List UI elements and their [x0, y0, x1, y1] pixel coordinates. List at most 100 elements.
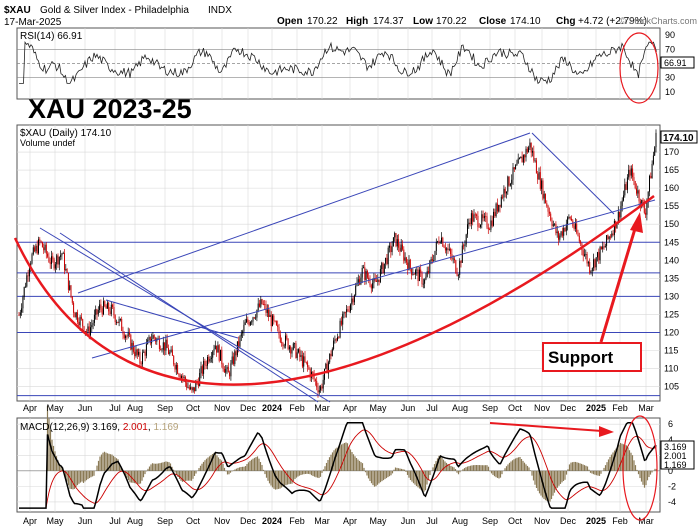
- price-candle-body: [594, 259, 596, 268]
- price-candle-body: [152, 335, 154, 340]
- macd-histogram-bar: [108, 453, 110, 471]
- macd-tick-label: -2: [668, 481, 676, 491]
- macd-histogram-bar: [399, 468, 401, 471]
- macd-histogram-bar: [508, 462, 511, 471]
- price-candle-body: [217, 345, 219, 353]
- price-candle-body: [585, 254, 587, 255]
- price-candle-body: [595, 257, 597, 268]
- macd-histogram-bar: [111, 454, 113, 471]
- support-curve: [13, 195, 655, 386]
- macd-histogram-bar: [192, 470, 194, 479]
- macd-histogram-bar: [244, 466, 247, 471]
- price-candle-body: [525, 148, 527, 158]
- macd-histogram-bar: [439, 455, 442, 471]
- price-tick-label: 155: [664, 201, 679, 211]
- price-candle-body: [252, 317, 254, 322]
- price-candle-body: [503, 188, 505, 198]
- macd-histogram-bar: [226, 470, 229, 475]
- macd-histogram-bar: [589, 470, 592, 473]
- price-candle-body: [118, 319, 120, 323]
- price-candle-body: [91, 325, 93, 328]
- macd-histogram-bar: [411, 470, 413, 482]
- macd-histogram-bar: [220, 460, 223, 471]
- price-candle-body: [634, 180, 636, 189]
- price-candle-body: [326, 363, 328, 374]
- macd-histogram-bar: [255, 457, 257, 471]
- price-candle-body: [465, 234, 467, 245]
- macd-histogram-bar: [586, 466, 589, 471]
- macd-histogram-bar: [202, 461, 205, 471]
- price-candle-body: [569, 216, 571, 219]
- x-tick-label: May: [369, 403, 387, 413]
- macd-histogram-bar: [585, 465, 587, 471]
- price-candle-body: [182, 376, 184, 378]
- price-candle-body: [53, 259, 55, 269]
- price-candle-body: [407, 262, 409, 271]
- price-candle-body: [109, 311, 111, 315]
- price-candle-body: [171, 349, 173, 356]
- price-candle-body: [591, 268, 593, 271]
- price-candle-body: [270, 314, 272, 327]
- macd-histogram-bar: [394, 467, 397, 471]
- macd-histogram-bar: [553, 470, 556, 493]
- macd-histogram-bar: [403, 469, 406, 471]
- price-candle-body: [496, 203, 498, 212]
- price-candle-body: [274, 320, 276, 322]
- price-tick-label: 135: [664, 273, 679, 283]
- macd-histogram-bar: [469, 465, 472, 471]
- price-candle-body: [546, 203, 548, 207]
- price-candle-body: [253, 317, 255, 319]
- macd-histogram-bar: [256, 456, 259, 471]
- price-candle-body: [240, 333, 242, 337]
- price-candle-body: [422, 283, 424, 285]
- price-candle-body: [603, 246, 605, 248]
- macd-histogram-bar: [88, 470, 91, 479]
- price-candle-body: [62, 253, 64, 254]
- price-candle-body: [142, 352, 143, 365]
- price-candle-body: [343, 312, 345, 315]
- x-tick-label: May: [46, 516, 64, 526]
- macd-histogram-bar: [529, 470, 532, 471]
- macd-histogram-bar: [414, 470, 416, 485]
- price-candle-body: [363, 267, 364, 269]
- price-candle-body: [467, 224, 468, 235]
- macd-histogram-bar: [504, 468, 506, 471]
- x-tick-label: Sep: [482, 403, 498, 413]
- macd-histogram-bar: [616, 446, 619, 471]
- price-candle-body: [36, 245, 38, 254]
- x-tick-label: Oct: [186, 403, 201, 413]
- macd-histogram-bar: [438, 455, 440, 471]
- macd-histogram-bar: [375, 470, 377, 487]
- price-candle-body: [38, 239, 39, 254]
- macd-histogram-bar: [348, 446, 350, 471]
- price-candle-body: [158, 338, 160, 349]
- macd-histogram-bar: [258, 458, 260, 471]
- macd-histogram-bar: [180, 470, 182, 481]
- price-candle-body: [299, 349, 301, 358]
- macd-histogram-bar: [243, 466, 245, 471]
- macd-histogram-bar: [384, 470, 386, 480]
- chg-value: +4.72 (+2.79%): [578, 16, 647, 27]
- x-tick-label: Jul: [109, 403, 121, 413]
- price-candle-body: [389, 245, 390, 248]
- price-candle-body: [190, 387, 192, 389]
- macd-histogram-bar: [573, 461, 575, 471]
- price-candle-body: [246, 319, 247, 323]
- price-candle-body: [344, 312, 346, 313]
- x-tick-label: Mar: [314, 403, 330, 413]
- price-candle-body: [480, 224, 481, 228]
- macd-histogram-bar: [457, 470, 460, 475]
- price-candle-body: [433, 260, 435, 261]
- price-candle-body: [88, 326, 90, 336]
- price-candle-body: [96, 309, 98, 315]
- macd-histogram-bar: [568, 464, 571, 471]
- price-candle-body: [41, 242, 43, 248]
- price-candle-body: [599, 246, 601, 261]
- macd-histogram-bar: [600, 470, 602, 474]
- price-candle-body: [643, 203, 645, 213]
- price-candle-body: [298, 349, 299, 353]
- price-candle-body: [78, 321, 80, 326]
- price-candle-body: [655, 132, 657, 148]
- price-candle-body: [539, 172, 541, 189]
- macd-histogram-bar: [370, 470, 373, 484]
